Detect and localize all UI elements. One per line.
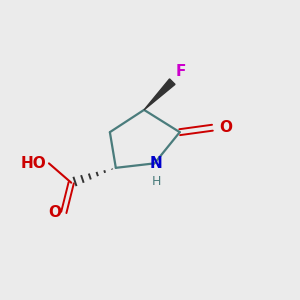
- Text: O: O: [219, 120, 232, 135]
- Text: N: N: [150, 156, 162, 171]
- Text: HO: HO: [20, 156, 46, 171]
- Text: F: F: [175, 64, 186, 79]
- Text: H: H: [151, 175, 160, 188]
- Text: O: O: [48, 205, 61, 220]
- Polygon shape: [144, 79, 175, 110]
